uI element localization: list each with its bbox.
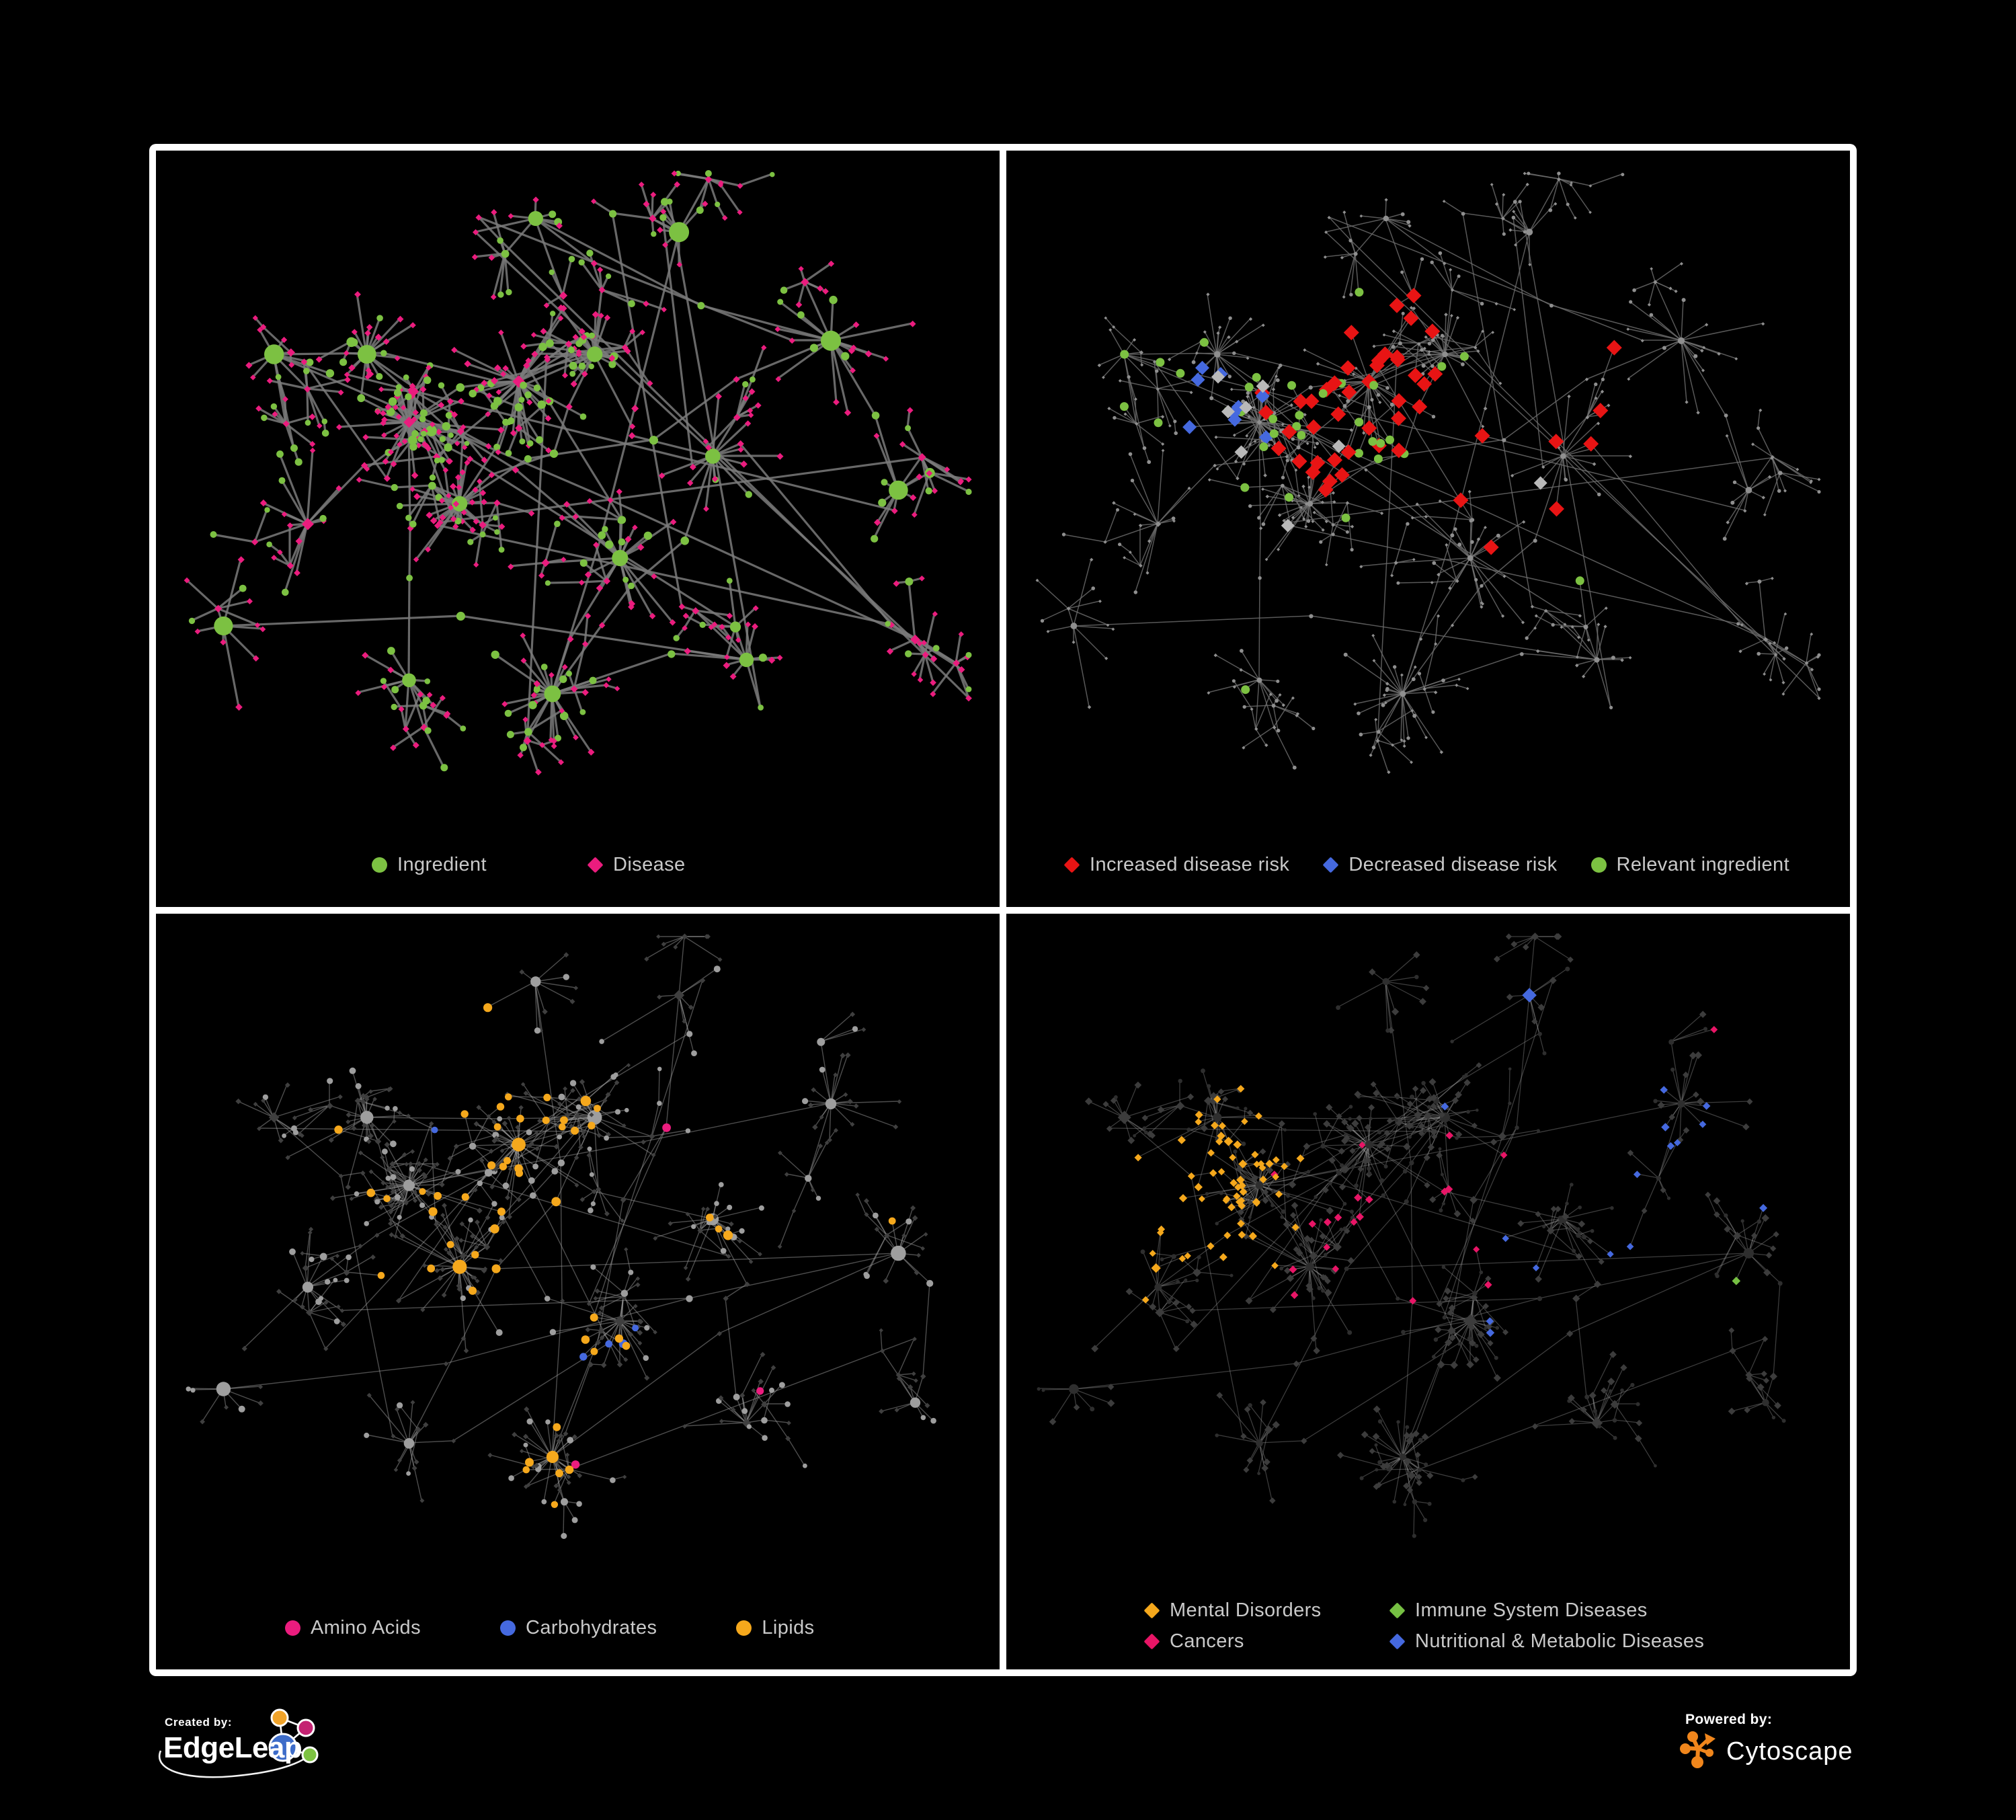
legend-label: Decreased disease risk <box>1348 854 1558 875</box>
legend-label: Nutritional & Metabolic Diseases <box>1415 1630 1705 1652</box>
legend-item-immune-diseases: Immune System Diseases <box>1389 1599 1704 1622</box>
legend-label: Immune System Diseases <box>1415 1599 1648 1621</box>
powered-by-label: Powered by: <box>1685 1712 1773 1727</box>
nodes-layer <box>1035 171 1821 775</box>
edgeleap-logo-icon <box>158 1708 319 1778</box>
legend-item-disease: Disease <box>587 854 686 876</box>
nutritional-metabolic-marker-icon <box>1389 1632 1406 1650</box>
legend-item-nutritional-metabolic: Nutritional & Metabolic Diseases <box>1389 1630 1704 1653</box>
carbohydrates-marker-icon <box>499 1620 516 1636</box>
legend-item-lipids: Lipids <box>736 1617 814 1639</box>
ingredient-marker-icon <box>372 857 387 873</box>
nodes-layer <box>184 170 972 776</box>
mental-disorders-marker-icon <box>1143 1601 1160 1619</box>
disease-marker-icon <box>587 857 604 873</box>
edges-layer <box>186 172 970 773</box>
relevant-ingredient-marker-icon <box>1590 857 1607 873</box>
decreased-risk-marker-icon <box>1322 857 1339 873</box>
network-nutrient-classes <box>186 933 936 1539</box>
edges-layer <box>1037 173 1820 773</box>
legend-item-increased-risk: Increased disease risk <box>1063 854 1290 876</box>
edges-layer <box>1038 935 1784 1536</box>
legend-label: Amino Acids <box>311 1616 421 1638</box>
network-disease-risk <box>1035 171 1821 775</box>
increased-risk-marker-icon <box>1063 857 1080 873</box>
panel-disease-classes: Mental Disorders Immune System Diseases … <box>1006 913 1850 1669</box>
legend-label: Cancers <box>1170 1630 1244 1652</box>
network-disease-classes <box>1037 932 1786 1538</box>
legend-label: Ingredient <box>397 854 487 875</box>
legend-ingredient-disease: Ingredient Disease <box>372 854 686 876</box>
legend-item-decreased-risk: Decreased disease risk <box>1322 854 1558 876</box>
legend-item-mental-disorders: Mental Disorders <box>1143 1599 1389 1622</box>
legend-label: Lipids <box>762 1616 815 1638</box>
edgeleap-brand-block: Created by: EdgeLeap <box>157 1708 358 1809</box>
panel-ingredient-disease: Ingredient Disease <box>156 151 1000 907</box>
legend-item-relevant-ingredient: Relevant ingredient <box>1590 854 1790 876</box>
legend-disease-risk: Increased disease risk Decreased disease… <box>1063 854 1790 876</box>
cancers-marker-icon <box>1143 1632 1160 1650</box>
panels-frame: Ingredient Disease Increased disease ris… <box>149 144 1857 1676</box>
legend-label: Disease <box>613 854 686 875</box>
legend-label: Relevant ingredient <box>1616 854 1790 875</box>
panel-nutrient-classes: Amino Acids Carbohydrates Lipids <box>156 913 1000 1669</box>
nodes-layer <box>1037 932 1786 1538</box>
amino-acids-marker-icon <box>285 1620 300 1636</box>
cytoscape-logo-icon <box>1680 1731 1716 1768</box>
immune-diseases-marker-icon <box>1389 1601 1406 1619</box>
legend-label: Mental Disorders <box>1170 1599 1322 1621</box>
legend-item-ingredient: Ingredient <box>372 854 487 876</box>
legend-label: Carbohydrates <box>525 1616 657 1638</box>
cytoscape-brand-block: Powered by: Cytoscape <box>1679 1712 1921 1799</box>
lipids-marker-icon <box>736 1620 752 1636</box>
network-ingredient-disease <box>184 170 972 776</box>
legend-item-carbohydrates: Carbohydrates <box>499 1616 657 1639</box>
legend-disease-classes: Mental Disorders Immune System Diseases … <box>1143 1599 1704 1653</box>
nodes-layer <box>186 933 936 1539</box>
legend-label: Increased disease risk <box>1090 854 1290 875</box>
created-by-label: Created by: <box>165 1716 233 1729</box>
legend-item-amino-acids: Amino Acids <box>285 1617 421 1639</box>
edgeleap-wordmark: EdgeLeap <box>163 1731 303 1764</box>
legend-nutrient-classes: Amino Acids Carbohydrates Lipids <box>285 1617 815 1639</box>
cytoscape-wordmark: Cytoscape <box>1726 1737 1853 1766</box>
legend-item-cancers: Cancers <box>1143 1630 1389 1653</box>
panel-disease-risk: Increased disease risk Decreased disease… <box>1006 151 1850 907</box>
edges-layer <box>188 935 934 1536</box>
